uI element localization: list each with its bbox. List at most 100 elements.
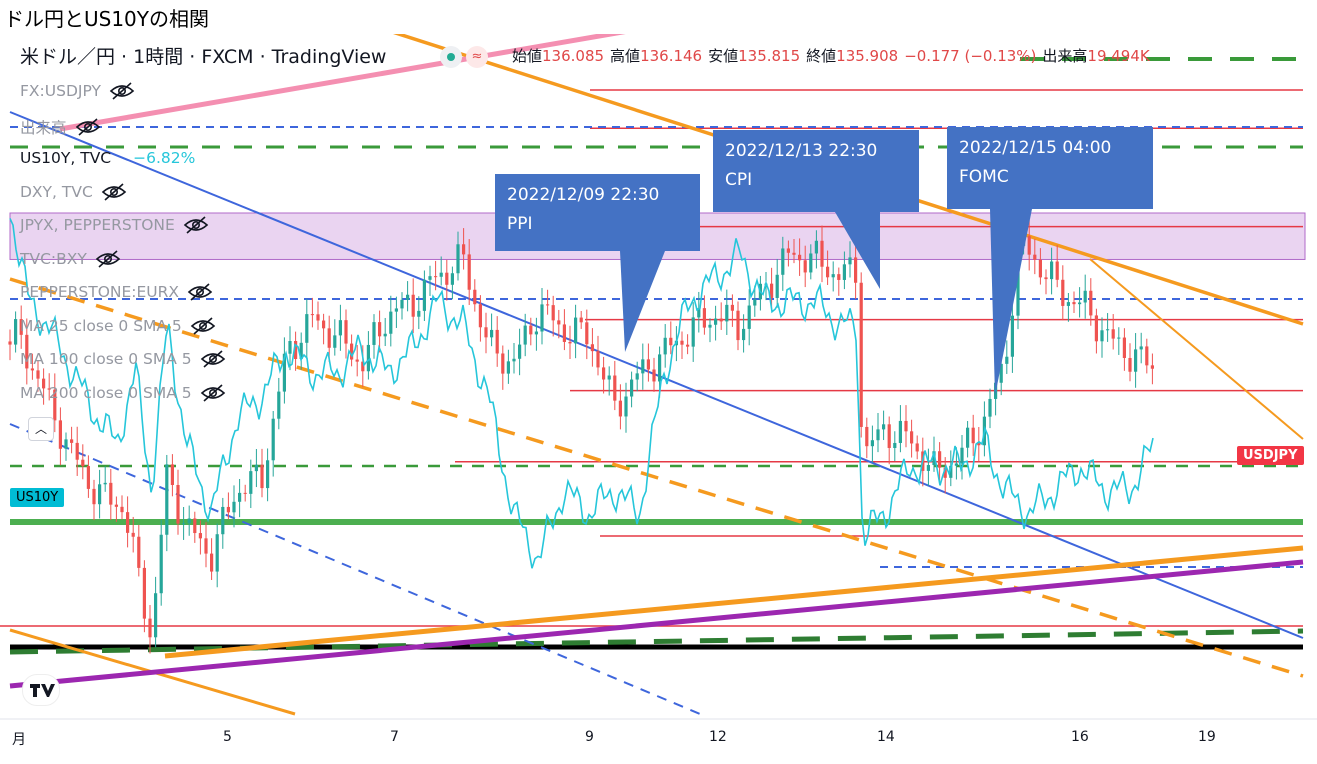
indicator-row[interactable]: FX:USDJPY xyxy=(20,82,135,100)
ohlc-value: 135.815 xyxy=(738,47,801,65)
indicator-row[interactable]: US10Y, TVC −6.82% xyxy=(20,149,195,167)
indicator-row[interactable]: JPYX, PEPPERSTONE xyxy=(20,216,209,234)
eye-hidden-icon[interactable] xyxy=(200,350,226,368)
ohlc-item: 出来高19.494K xyxy=(1042,47,1149,65)
usdjpy-price-tag: USDJPY xyxy=(1237,446,1304,465)
usdjpy-candle xyxy=(904,420,908,432)
ohlc-value: 135.908 xyxy=(836,47,899,65)
usdjpy-candle xyxy=(478,304,482,328)
usdjpy-candle xyxy=(103,482,107,485)
usdjpy-candle xyxy=(630,379,634,397)
usdjpy-candle xyxy=(350,343,354,360)
indicator-value: −6.82% xyxy=(133,149,196,167)
ohlc-label: 高値 xyxy=(610,47,641,65)
usdjpy-candle xyxy=(747,305,751,329)
usdjpy-candle xyxy=(926,465,930,471)
pink-trend-line xyxy=(59,34,626,132)
usdjpy-candle xyxy=(1044,277,1048,280)
indicator-row[interactable]: TVC:BXY xyxy=(20,250,121,268)
eye-hidden-icon[interactable] xyxy=(183,216,209,234)
callout-box xyxy=(713,130,919,212)
indicator-row[interactable]: DXY, TVC xyxy=(20,183,127,201)
event-callouts xyxy=(495,127,1153,396)
usdjpy-candle xyxy=(305,314,309,343)
usdjpy-candle xyxy=(742,328,746,341)
usdjpy-candles xyxy=(8,220,1154,654)
usdjpy-candle xyxy=(826,266,830,278)
indicator-row[interactable]: 出来高 xyxy=(20,116,101,138)
eye-hidden-icon[interactable] xyxy=(101,182,127,201)
usdjpy-candle xyxy=(842,264,846,280)
usdjpy-candle xyxy=(137,536,141,568)
callout-box xyxy=(495,174,700,251)
usdjpy-candle xyxy=(294,341,298,360)
ohlc-value: 19.494K xyxy=(1087,47,1150,65)
usdjpy-candle xyxy=(53,389,57,421)
usdjpy-candle xyxy=(898,420,902,443)
ohlc-label: 出来高 xyxy=(1042,47,1088,65)
usdjpy-candle xyxy=(999,363,1003,383)
usdjpy-candle xyxy=(691,317,695,347)
eye-hidden-icon[interactable] xyxy=(75,117,101,136)
usdjpy-candle xyxy=(288,341,292,354)
usdjpy-candle xyxy=(837,274,841,280)
indicator-row[interactable]: MA 25 close 0 SMA 5 xyxy=(20,317,216,335)
usdjpy-candle xyxy=(602,367,606,380)
ohlc-value: 136.146 xyxy=(640,47,703,65)
usdjpy-candle xyxy=(882,424,886,430)
usdjpy-candle xyxy=(736,310,740,341)
chart-panel[interactable]: 米ドル／円 · 1時間 · FXCM · TradingView ≈ 始値136… xyxy=(0,34,1317,764)
ohlc-readout: 始値136.085 高値136.146 安値135.815 終値135.908 −0.1… xyxy=(512,45,1156,66)
usdjpy-candle xyxy=(529,325,533,335)
price-chart[interactable] xyxy=(0,34,1317,764)
usdjpy-candle xyxy=(70,439,74,443)
usdjpy-candle xyxy=(434,276,438,278)
compare-icon[interactable]: ≈ xyxy=(466,46,488,68)
eye-hidden-icon[interactable] xyxy=(190,316,216,335)
usdjpy-candle xyxy=(30,368,34,371)
usdjpy-candle xyxy=(187,518,191,524)
blue-downtrend-line xyxy=(9,111,1304,639)
indicator-name: MA 200 close 0 SMA 5 xyxy=(20,383,192,402)
usdjpy-candle xyxy=(210,553,214,572)
callout-label: 2022/12/09 22:30 PPI xyxy=(507,181,659,239)
collapse-legend-button[interactable]: ︿ xyxy=(28,417,54,441)
usdjpy-candle xyxy=(428,276,432,280)
usdjpy-candle xyxy=(949,465,953,478)
market-status-icon[interactable] xyxy=(440,46,462,68)
usdjpy-candle xyxy=(467,254,471,290)
indicator-row[interactable]: PEPPERSTONE:EURX xyxy=(20,283,213,301)
x-axis-tick-label: 16 xyxy=(1071,729,1089,745)
usdjpy-candle xyxy=(378,322,382,337)
eye-hidden-icon[interactable] xyxy=(187,283,213,301)
eye-hidden-icon[interactable] xyxy=(109,82,135,100)
usdjpy-candle xyxy=(92,488,96,505)
usdjpy-candle xyxy=(456,244,460,274)
usdjpy-candle xyxy=(142,567,146,619)
usdjpy-candle xyxy=(47,388,51,390)
usdjpy-candle xyxy=(154,593,158,638)
eye-hidden-icon[interactable] xyxy=(200,383,226,402)
usdjpy-candle xyxy=(590,344,594,352)
horizontal-levels xyxy=(0,57,1304,655)
usdjpy-candle xyxy=(792,252,796,255)
indicator-name: MA 100 close 0 SMA 5 xyxy=(20,350,192,368)
indicator-row[interactable]: MA 200 close 0 SMA 5 xyxy=(20,384,226,402)
callout-date: 2022/12/15 04:00 xyxy=(959,138,1112,158)
usdjpy-candle xyxy=(1089,290,1093,316)
usdjpy-candle xyxy=(277,391,281,419)
eye-hidden-icon[interactable] xyxy=(95,249,121,268)
x-axis-tick-label: 月 xyxy=(12,732,26,748)
usdjpy-candle xyxy=(730,304,734,311)
usdjpy-candle xyxy=(854,257,858,283)
usdjpy-candle xyxy=(870,440,874,447)
indicator-name: DXY, TVC xyxy=(20,182,93,201)
usdjpy-candle xyxy=(708,324,712,328)
usdjpy-candle xyxy=(1072,302,1076,305)
usdjpy-candle xyxy=(641,359,645,374)
usdjpy-candle xyxy=(697,308,701,318)
orange-uptrend-line xyxy=(164,545,1304,659)
usdjpy-candle xyxy=(663,337,667,355)
indicator-row[interactable]: MA 100 close 0 SMA 5 xyxy=(20,350,226,368)
usdjpy-candle xyxy=(893,442,897,448)
